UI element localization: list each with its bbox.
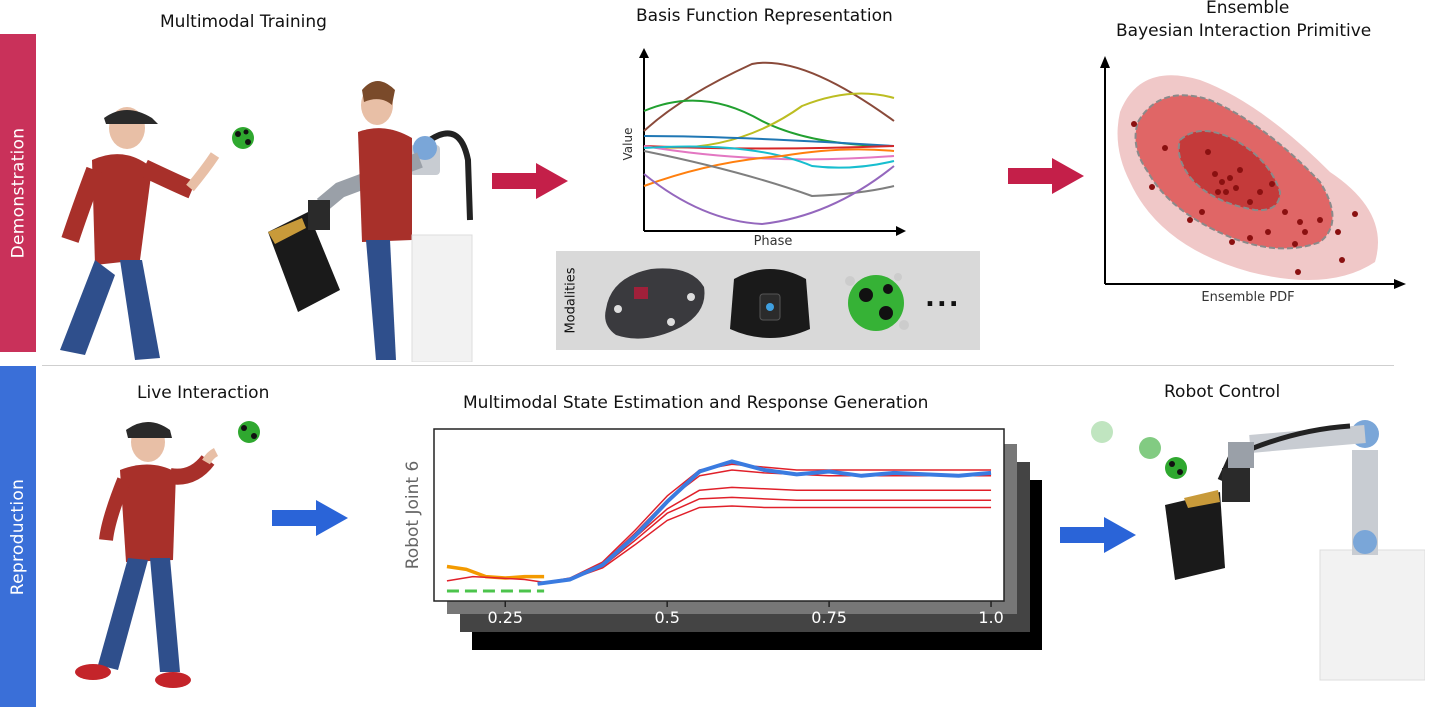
live-person-illustration xyxy=(75,421,260,688)
state-estimation-title: Multimodal State Estimation and Response… xyxy=(463,393,929,413)
demonstration-label: Demonstration xyxy=(8,127,28,259)
modalities-label: Modalities xyxy=(563,267,579,334)
box-demo xyxy=(268,212,340,312)
modalities-panel: Modalities xyxy=(556,251,980,350)
reproduction-label: Reproduction xyxy=(8,478,28,595)
chart-plot-area xyxy=(433,428,1005,602)
arrow-repro-2-icon xyxy=(1060,517,1136,553)
basis-function-title: Basis Function Representation xyxy=(636,6,893,26)
live-interaction-title: Live Interaction xyxy=(137,383,270,403)
series-line-ensemble xyxy=(446,575,545,584)
robot-arm-demo xyxy=(308,130,473,230)
x-tick-label: 1.0 xyxy=(978,608,1003,627)
basis-xlabel: Phase xyxy=(754,234,793,249)
ensemble-title: Ensemble xyxy=(1206,0,1290,18)
robot-joint-chart: Robot Joint 6 0.25 0.5 0.75 1.0 xyxy=(403,428,1005,627)
series-line-ensemble xyxy=(537,505,992,585)
robot-control-title: Robot Control xyxy=(1164,382,1281,402)
basis-ylabel: Value xyxy=(621,128,635,161)
chart-ticks-layer: 0.25 0.5 0.75 1.0 xyxy=(487,601,1004,627)
thrower-person xyxy=(60,107,220,360)
ensemble-xlabel: Ensemble PDF xyxy=(1201,290,1294,302)
chart-series-layer xyxy=(446,459,992,593)
multimodal-training-title: Multimodal Training xyxy=(160,12,327,32)
chart-ylabel: Robot Joint 6 xyxy=(403,461,423,570)
ball-demo-icon xyxy=(232,127,254,149)
cap-sensor-icon xyxy=(605,268,705,339)
armband-sensor-icon xyxy=(730,269,810,338)
ball-sensor-icon xyxy=(845,273,909,331)
x-tick-label: 0.25 xyxy=(487,608,523,627)
modalities-label-wrap: Modalities xyxy=(562,251,580,350)
robot-control-illustration xyxy=(1091,420,1425,681)
ensemble-samples xyxy=(1131,121,1358,275)
x-tick-label: 0.75 xyxy=(811,608,847,627)
robot-arm-control xyxy=(1217,420,1425,681)
demonstration-band: Demonstration xyxy=(0,34,36,352)
series-line-estimate xyxy=(537,459,992,586)
demonstration-illustration xyxy=(60,81,473,362)
inner-density xyxy=(1177,130,1282,212)
live-person xyxy=(75,422,219,688)
reproduction-band: Reproduction xyxy=(0,366,36,707)
section-divider xyxy=(42,365,1394,366)
ensemble-plot: Ensemble PDF xyxy=(1100,56,1406,302)
arrow-demo-2-icon xyxy=(1008,158,1084,194)
ball-live-icon xyxy=(238,421,260,443)
arrow-demo-1-icon xyxy=(492,163,568,199)
x-tick-label: 0.5 xyxy=(654,608,679,627)
operator-person xyxy=(358,81,473,362)
bip-title: Bayesian Interaction Primitive xyxy=(1116,21,1372,41)
basis-curves xyxy=(643,61,895,226)
box-control xyxy=(1165,490,1225,580)
basis-function-plot: Value Phase xyxy=(621,48,906,249)
arrow-repro-1-icon xyxy=(272,500,348,536)
ball-trajectory-icons xyxy=(1091,421,1187,479)
more-modalities: ... xyxy=(925,283,961,313)
series-line-ensemble xyxy=(537,463,992,585)
